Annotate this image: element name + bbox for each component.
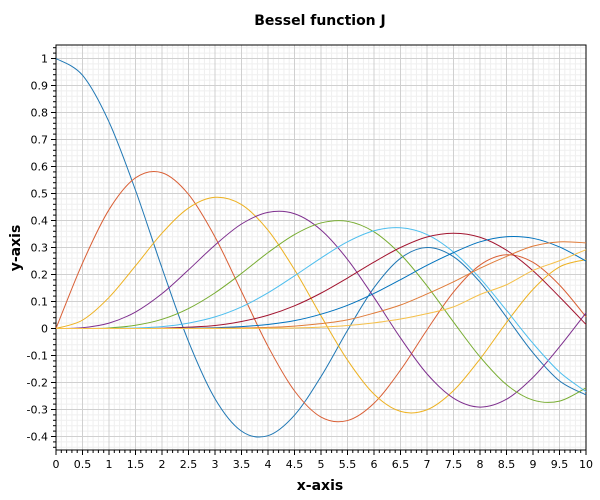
series-layer: [55, 58, 587, 438]
x-tick-label: 9.5: [551, 458, 569, 471]
y-axis-label: y-axis: [8, 225, 24, 272]
y-tick-label: -0.3: [27, 404, 48, 417]
x-tick-label: 0: [53, 458, 60, 471]
y-tick-label: 0.5: [31, 188, 49, 201]
y-tick-label: 0.9: [31, 80, 49, 93]
y-tick-label: 0.7: [31, 134, 49, 147]
x-tick-label: 1: [106, 458, 113, 471]
x-tick-label: 3: [212, 458, 219, 471]
x-tick-label: 3.5: [233, 458, 251, 471]
y-tick-label: 0.4: [31, 215, 49, 228]
y-tick-label: 0.2: [31, 269, 49, 282]
y-tick-label: 0: [41, 323, 48, 336]
x-tick-label: 0.5: [74, 458, 92, 471]
series-line-1: [55, 170, 587, 423]
grid: [55, 45, 587, 450]
x-tick-label: 6: [371, 458, 378, 471]
series-line-5: [56, 227, 587, 393]
x-tick-label: 10: [579, 458, 593, 471]
x-tick-label: 8: [477, 458, 484, 471]
y-tick-label: 0.1: [31, 296, 49, 309]
x-tick-label: 8.5: [498, 458, 516, 471]
y-tick-label: 1: [41, 53, 48, 66]
x-tick-label: 2: [159, 458, 166, 471]
x-tick-label: 2.5: [180, 458, 198, 471]
x-tick-label: 1.5: [127, 458, 145, 471]
x-tick-label: 5: [318, 458, 325, 471]
x-tick-label: 6.5: [392, 458, 410, 471]
x-tick-label: 7.5: [445, 458, 463, 471]
y-tick-label: 0.3: [31, 242, 49, 255]
series-line-4: [55, 220, 587, 403]
series-line-9: [56, 249, 587, 330]
y-tick-label: -0.1: [27, 350, 48, 363]
series-line-3: [55, 210, 587, 408]
y-tick-label: 0.6: [31, 161, 49, 174]
x-axis-label: x-axis: [297, 478, 343, 494]
chart-title: Bessel function J: [254, 13, 385, 29]
x-tick-label: 4: [265, 458, 272, 471]
y-tick-label: -0.4: [27, 431, 48, 444]
x-tick-label: 5.5: [339, 458, 357, 471]
series-line-0: [55, 58, 587, 438]
ticks: 0 0.5 1 1.5 2 2.5 3 3.5 4 4.5 5 5.5 6 6.5 7 7.5 8 8.5 9 9.5…: [27, 47, 593, 471]
x-tick-label: 7: [424, 458, 431, 471]
y-tick-label: -0.2: [27, 377, 48, 390]
x-tick-label: 9: [530, 458, 537, 471]
series-line-2: [55, 196, 587, 414]
y-tick-label: 0.8: [31, 107, 49, 120]
x-tick-label: 4.5: [286, 458, 304, 471]
